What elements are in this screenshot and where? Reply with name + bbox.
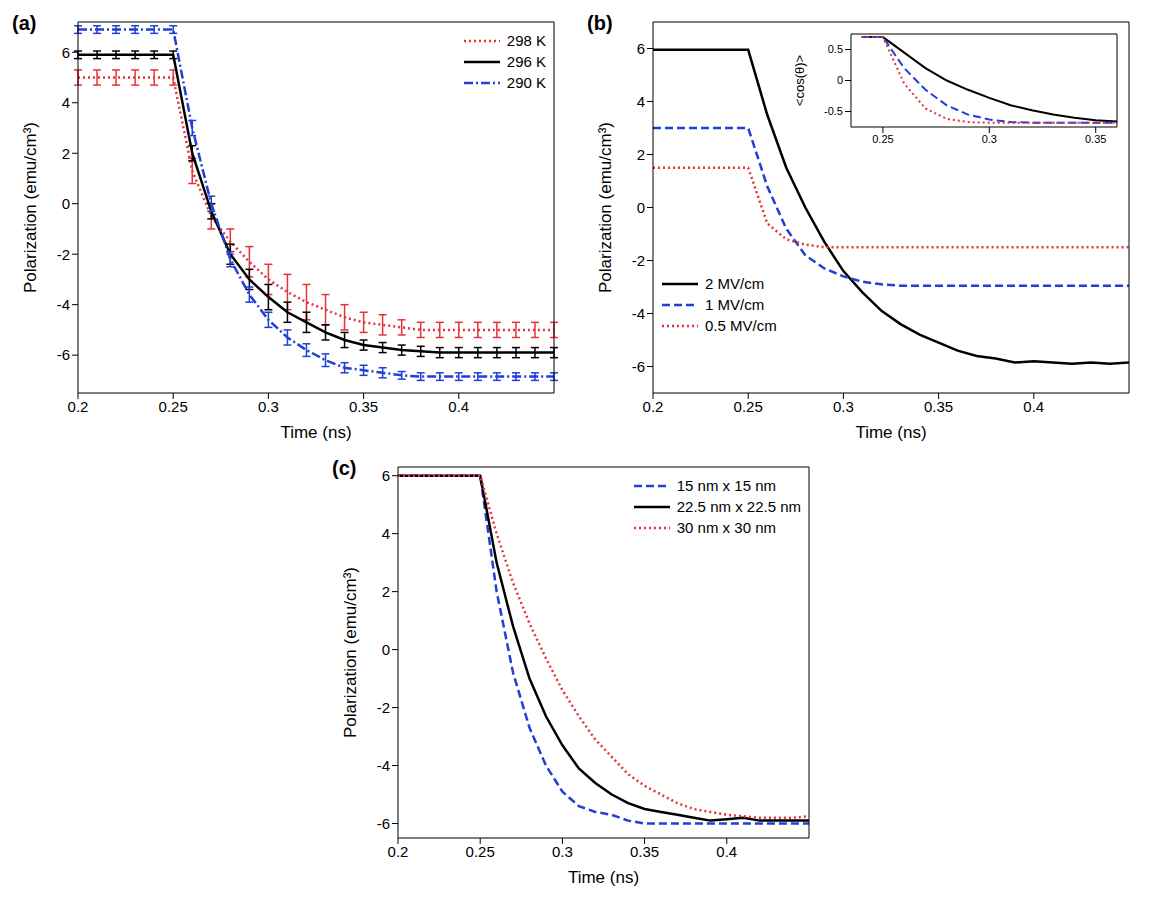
svg-text:4: 4	[62, 94, 70, 111]
svg-text:0.3: 0.3	[258, 398, 279, 415]
svg-text:-0.5: -0.5	[824, 105, 843, 117]
html-text:22.5 nm x 22.5 nm: 22.5 nm x 22.5 nm	[676, 498, 801, 515]
svg-text:Time (ns): Time (ns)	[280, 423, 351, 442]
svg-text:0: 0	[637, 199, 645, 216]
html-text:(b): (b)	[587, 12, 613, 34]
svg-text:0.4: 0.4	[1023, 398, 1044, 415]
svg-text:0.2: 0.2	[643, 398, 664, 415]
html-text:(c): (c)	[332, 457, 357, 479]
html-text:0.5 MV/cm: 0.5 MV/cm	[705, 317, 777, 334]
svg-text:-6: -6	[377, 815, 390, 832]
svg-text:0.4: 0.4	[716, 843, 737, 860]
svg-text:0.3: 0.3	[833, 398, 854, 415]
svg-text:<cos(θ)>: <cos(θ)>	[795, 55, 807, 106]
svg-text:6: 6	[382, 467, 390, 484]
svg-text:0: 0	[382, 641, 390, 658]
svg-text:-6: -6	[57, 346, 70, 363]
html-text:298 K: 298 K	[506, 32, 546, 49]
svg-text:-2: -2	[632, 252, 645, 269]
svg-text:0.25: 0.25	[159, 398, 188, 415]
svg-text:2: 2	[382, 583, 390, 600]
svg-text:-4: -4	[377, 757, 390, 774]
svg-text:2: 2	[637, 146, 645, 163]
svg-text:0.25: 0.25	[872, 133, 893, 145]
svg-text:6: 6	[62, 44, 70, 61]
svg-text:0: 0	[62, 195, 70, 212]
html-text:2 MV/cm: 2 MV/cm	[705, 275, 765, 292]
svg-text:0.3: 0.3	[982, 133, 997, 145]
svg-text:Polarization (emu/cm³): Polarization (emu/cm³)	[21, 122, 40, 293]
svg-text:0.25: 0.25	[734, 398, 763, 415]
svg-text:0.5: 0.5	[828, 43, 843, 55]
svg-text:0.4: 0.4	[448, 398, 469, 415]
html-text:296 K: 296 K	[506, 53, 546, 70]
svg-text:Time (ns): Time (ns)	[855, 423, 926, 442]
svg-text:-4: -4	[632, 305, 645, 322]
html-text:290 K: 290 K	[506, 74, 546, 91]
svg-text:-6: -6	[632, 358, 645, 375]
svg-text:Polarization (emu/cm³): Polarization (emu/cm³)	[596, 122, 615, 293]
svg-text:2: 2	[62, 145, 70, 162]
svg-text:Polarization (emu/cm³): Polarization (emu/cm³)	[341, 567, 360, 738]
html-text:15 nm x 15 nm: 15 nm x 15 nm	[676, 477, 776, 494]
svg-text:4: 4	[382, 525, 390, 542]
svg-text:Time (ns): Time (ns)	[568, 868, 639, 887]
svg-text:0.25: 0.25	[466, 843, 495, 860]
svg-text:0.2: 0.2	[68, 398, 89, 415]
svg-text:0.35: 0.35	[349, 398, 378, 415]
svg-text:0.3: 0.3	[552, 843, 573, 860]
svg-text:-4: -4	[57, 296, 70, 313]
svg-text:-2: -2	[377, 699, 390, 716]
svg-text:0: 0	[837, 74, 843, 86]
html-text:(a): (a)	[12, 12, 37, 34]
html-text:30 nm x 30 nm: 30 nm x 30 nm	[676, 519, 776, 536]
svg-text:-2: -2	[57, 246, 70, 263]
svg-text:0.2: 0.2	[388, 843, 409, 860]
svg-text:4: 4	[637, 93, 645, 110]
html-text:1 MV/cm: 1 MV/cm	[705, 296, 765, 313]
svg-text:0.35: 0.35	[1085, 133, 1106, 145]
svg-text:0.35: 0.35	[924, 398, 953, 415]
svg-text:6: 6	[637, 40, 645, 57]
svg-text:0.35: 0.35	[630, 843, 659, 860]
